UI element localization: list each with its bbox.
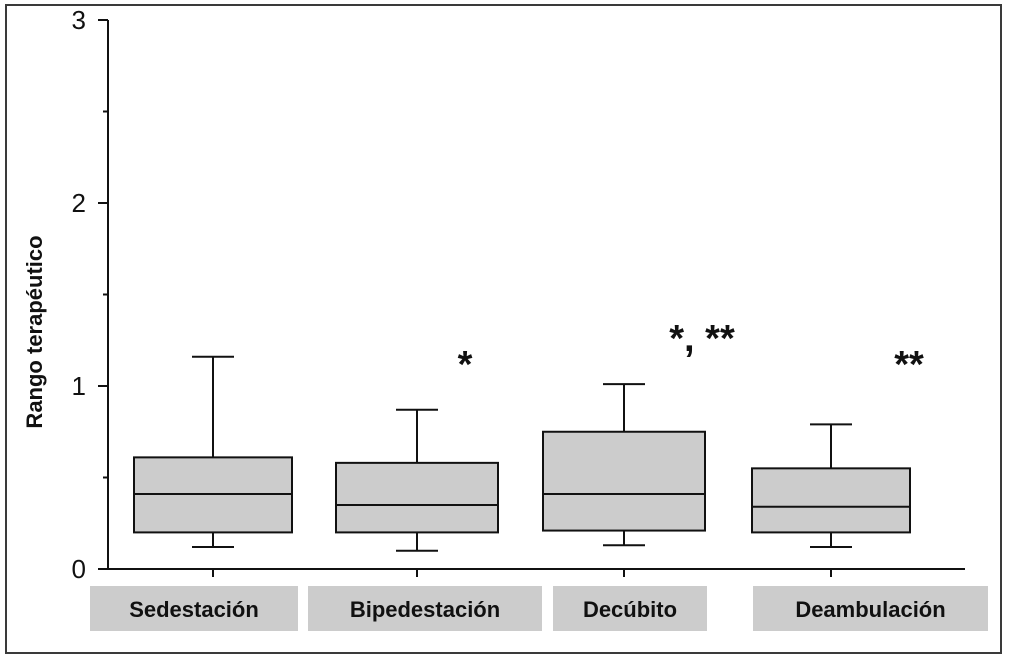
y-tick-label: 1 [72,371,86,401]
x-axis [108,568,965,577]
chart-frame [5,4,1002,654]
annotations: * *, ** ** [458,318,924,386]
significance-annotation: *, ** [669,318,735,360]
iqr-box [335,461,499,534]
box-group [751,423,911,549]
significance-annotation: * [458,344,473,386]
category-label-bg [753,586,988,631]
category-label: Deambulación [795,597,945,622]
category-labels: Sedestación Bipedestación Decúbito Deambula… [90,586,988,631]
y-tick-label: 2 [72,188,86,218]
category-label: Sedestación [129,597,259,622]
category-label-bg [90,586,298,631]
y-axis-title: Rango terapéutico [22,235,47,428]
y-tick-label: 3 [72,5,86,35]
box-group [133,355,293,549]
box-group [335,408,499,552]
category-label-bg [308,586,542,631]
significance-annotation: ** [894,344,924,386]
iqr-box [542,430,706,532]
box-group [542,383,706,547]
category-label-bg [553,586,707,631]
category-label: Decúbito [583,597,677,622]
y-tick-label: 0 [72,554,86,584]
y-axis: 0 1 2 3 [72,5,109,584]
category-label: Bipedestación [350,597,500,622]
boxes [133,355,911,552]
iqr-box [751,467,911,534]
